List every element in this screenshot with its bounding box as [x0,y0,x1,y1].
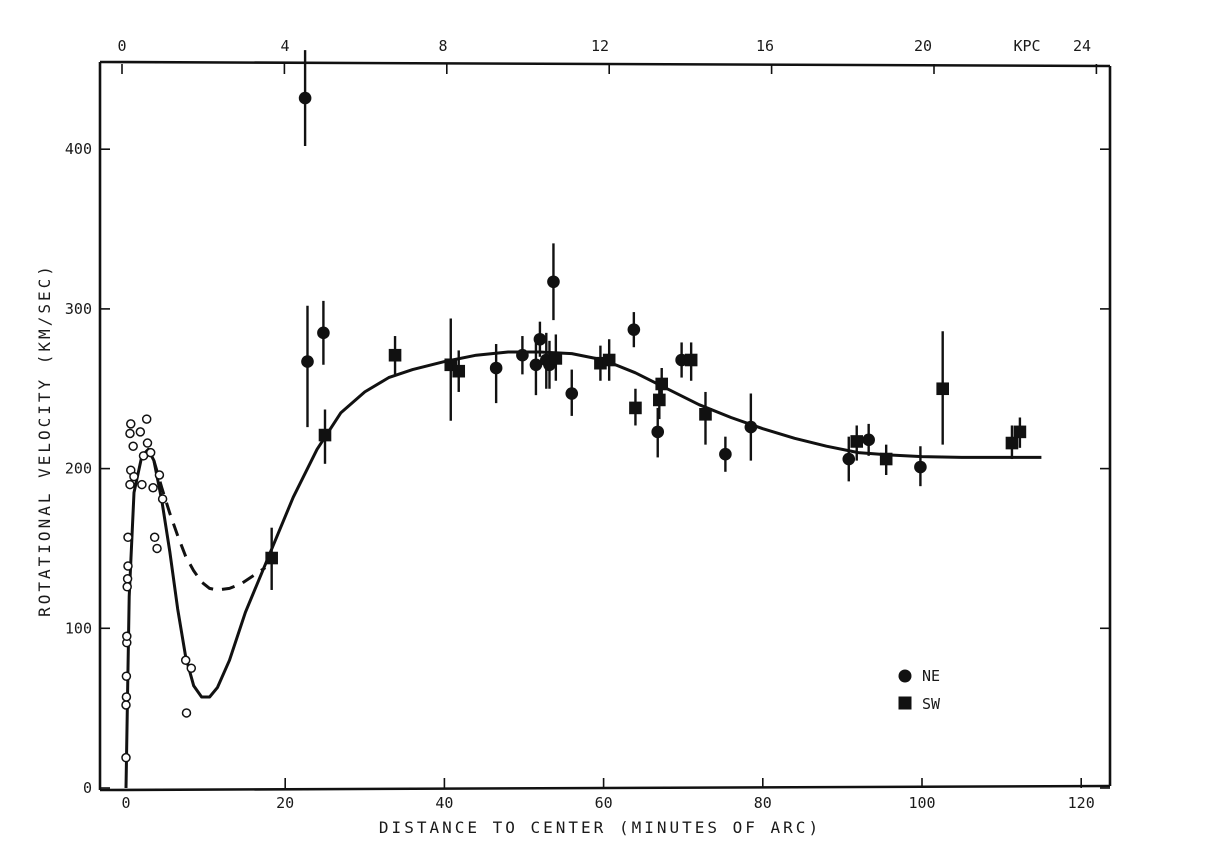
y-axis-title: ROTATIONAL VELOCITY (KM/SEC) [35,263,54,617]
top-tick-label: 0 [117,37,126,55]
ne-point [862,433,875,447]
legend-ne-marker [898,669,912,683]
sw-point [265,551,278,565]
sw-point [850,435,864,448]
ne-point [627,323,641,336]
open-point [128,441,138,451]
y-tick-label: 200 [65,460,92,478]
open-point [121,752,131,763]
frame-bottom [99,784,1111,792]
top-tick-label: 8 [438,37,447,55]
ne-point [675,353,688,367]
ne-point [842,452,856,466]
data-points [121,50,1027,763]
open-point [122,582,132,592]
open-point [149,532,160,543]
y-tick-label: 400 [65,140,92,158]
ne-point [516,348,529,362]
sw-point [549,352,563,365]
open-point [126,419,136,429]
sw-point [1005,436,1019,450]
open-point [125,428,135,439]
frame-top [99,60,1111,68]
ne-point [565,387,579,400]
y-tick-label: 100 [65,619,92,637]
sw-point [452,364,466,378]
open-point [121,700,131,710]
x-tick-label: 40 [435,794,453,812]
open-point [148,483,158,493]
sw-point [653,393,666,407]
x-tick-label: 20 [276,794,294,812]
open-point [186,663,197,673]
legend-sw-label: SW [922,695,941,713]
top-tick-label: 4 [280,37,289,55]
sw-point [655,377,669,391]
tick-labels: 0 20 40 60 80 100 120 0 100 200 300 400 0 4 8 12 16 20 KPC… [65,37,1095,812]
sw-point [936,382,949,396]
open-point [137,479,147,490]
open-point [125,479,135,490]
model-curves [124,350,1042,789]
x-tick-label: 100 [908,794,935,812]
top-tick-label: 16 [756,37,774,55]
top-axis-unit-label: KPC [1013,37,1040,55]
plot-frame [98,60,1112,792]
sw-point [699,408,712,421]
ne-point [301,355,314,368]
ne-point [547,275,560,289]
ne-point [529,358,543,372]
legend: NE SW [898,667,941,713]
open-point [142,438,153,448]
x-tick-label: 0 [121,794,130,812]
ne-point [533,332,547,346]
sw-point [388,348,402,362]
dashed-model-curve [152,460,267,592]
axis-ticks [100,64,1110,789]
sw-point [1013,425,1027,439]
open-point [121,671,132,681]
open-point [129,471,139,482]
legend-sw-marker [898,696,912,710]
open-point [154,470,165,480]
legend-ne-label: NE [922,667,940,685]
top-tick-label: 24 [1073,37,1091,55]
open-point [145,447,156,458]
top-tick-label: 20 [914,37,932,55]
ne-point [489,361,503,375]
ne-point [317,326,330,340]
sw-point [318,428,332,442]
open-point [181,708,192,718]
x-tick-label: 80 [754,794,772,812]
top-tick-label: 12 [591,37,609,55]
x-tick-label: 120 [1068,794,1095,812]
open-point [180,655,191,665]
x-axis-title: DISTANCE TO CENTER (MINUTES OF ARC) [379,818,821,837]
ne-point [298,91,312,105]
y-tick-label: 300 [65,300,92,318]
sw-point [684,353,698,367]
sw-point [879,452,893,466]
ne-point [719,447,732,461]
open-point [121,692,132,702]
open-point [157,494,168,504]
open-point [135,427,146,437]
x-tick-label: 60 [595,794,613,812]
open-point [123,532,133,543]
solid-model-curve [124,350,1042,789]
open-point [141,414,152,424]
ne-point [744,420,758,434]
open-point [123,561,133,571]
open-point [122,631,132,642]
open-point [122,574,133,584]
sw-point [629,401,642,415]
y-tick-label: 0 [83,779,92,797]
sw-point [602,353,616,367]
ne-point [651,425,665,439]
ne-point [914,460,927,474]
open-point [152,543,162,554]
